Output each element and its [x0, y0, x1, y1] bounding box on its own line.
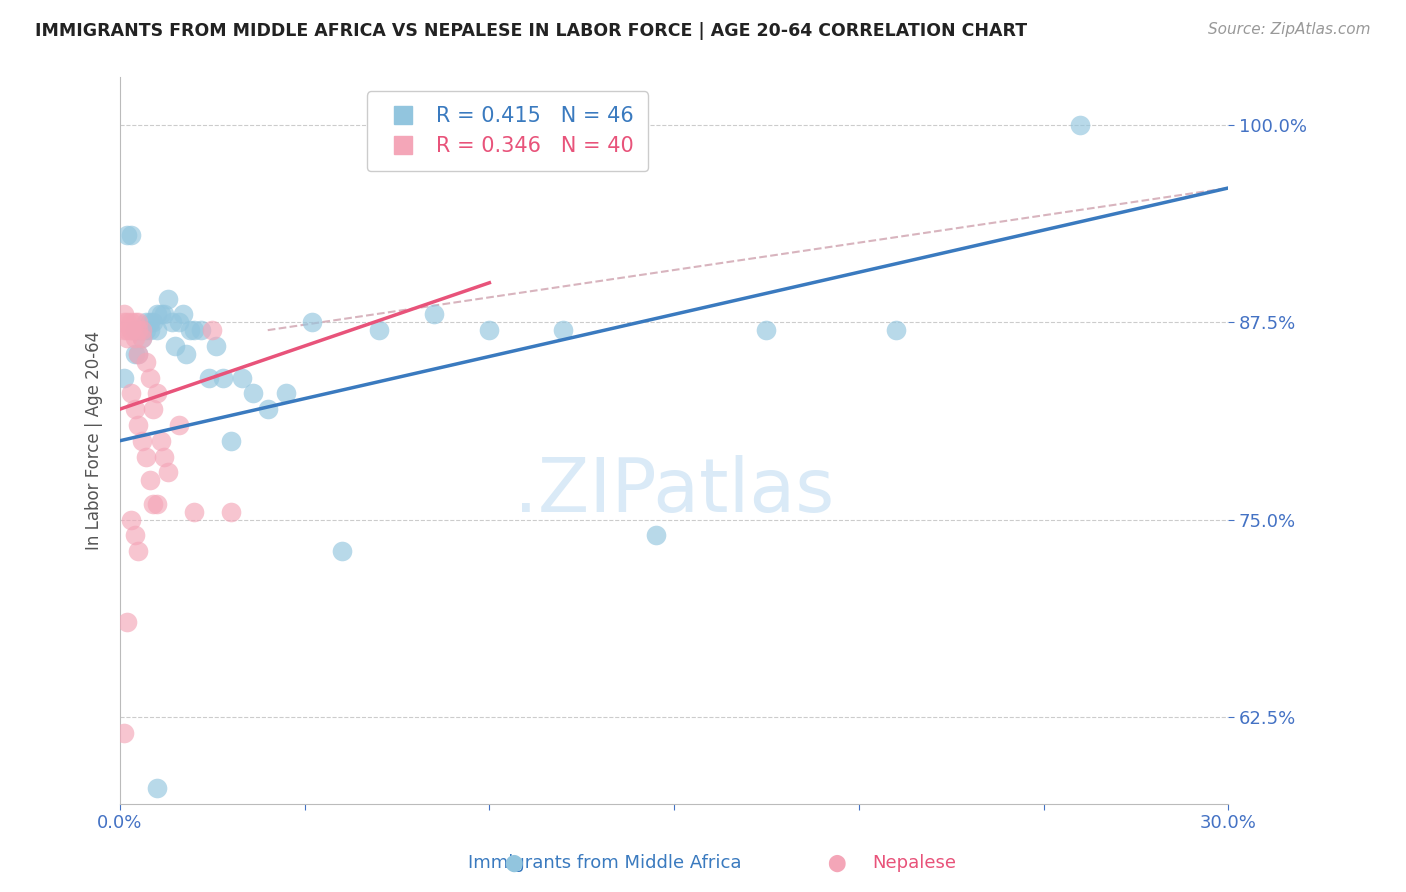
- Legend: R = 0.415   N = 46, R = 0.346   N = 40: R = 0.415 N = 46, R = 0.346 N = 40: [367, 92, 648, 171]
- Point: [478, 323, 501, 337]
- Point: [124, 323, 146, 337]
- Point: [112, 370, 135, 384]
- Point: [330, 544, 353, 558]
- Point: [127, 315, 149, 329]
- Text: Immigrants from Middle Africa: Immigrants from Middle Africa: [468, 855, 741, 872]
- Point: [127, 544, 149, 558]
- Point: [120, 386, 142, 401]
- Point: [131, 323, 153, 337]
- Point: [553, 323, 575, 337]
- Point: [127, 417, 149, 432]
- Point: [149, 307, 172, 321]
- Point: [156, 292, 179, 306]
- Point: [167, 417, 190, 432]
- Text: ⬤: ⬤: [503, 855, 523, 872]
- Point: [127, 347, 149, 361]
- Point: [117, 228, 139, 243]
- Point: [112, 307, 135, 321]
- Point: [219, 505, 242, 519]
- Point: [131, 331, 153, 345]
- Point: [146, 781, 169, 796]
- Text: IMMIGRANTS FROM MIDDLE AFRICA VS NEPALESE IN LABOR FORCE | AGE 20-64 CORRELATION: IMMIGRANTS FROM MIDDLE AFRICA VS NEPALES…: [35, 22, 1028, 40]
- Point: [242, 386, 264, 401]
- Point: [146, 497, 169, 511]
- Point: [256, 402, 278, 417]
- Point: [127, 347, 149, 361]
- Point: [120, 228, 142, 243]
- Point: [142, 497, 165, 511]
- Point: [301, 315, 323, 329]
- Point: [179, 323, 201, 337]
- Point: [884, 323, 907, 337]
- Point: [165, 339, 187, 353]
- Point: [176, 347, 198, 361]
- Point: [146, 307, 169, 321]
- Point: [153, 450, 176, 464]
- Point: [138, 473, 160, 487]
- Text: Nepalese: Nepalese: [872, 855, 956, 872]
- Point: [117, 315, 139, 329]
- Point: [120, 513, 142, 527]
- Point: [197, 370, 219, 384]
- Point: [160, 315, 183, 329]
- Point: [1069, 118, 1091, 132]
- Point: [124, 331, 146, 345]
- Point: [117, 323, 139, 337]
- Y-axis label: In Labor Force | Age 20-64: In Labor Force | Age 20-64: [86, 331, 103, 550]
- Point: [131, 323, 153, 337]
- Point: [131, 331, 153, 345]
- Point: [142, 402, 165, 417]
- Point: [212, 370, 235, 384]
- Point: [120, 323, 142, 337]
- Text: .ZIPatlas: .ZIPatlas: [515, 455, 834, 528]
- Point: [146, 386, 169, 401]
- Point: [124, 347, 146, 361]
- Point: [146, 323, 169, 337]
- Point: [423, 307, 446, 321]
- Point: [120, 315, 142, 329]
- Point: [120, 323, 142, 337]
- Point: [124, 528, 146, 542]
- Point: [135, 315, 157, 329]
- Point: [135, 355, 157, 369]
- Point: [127, 323, 149, 337]
- Point: [117, 615, 139, 630]
- Point: [127, 323, 149, 337]
- Point: [142, 315, 165, 329]
- Point: [153, 307, 176, 321]
- Point: [183, 323, 205, 337]
- Point: [219, 434, 242, 448]
- Point: [172, 307, 194, 321]
- Point: [149, 434, 172, 448]
- Point: [205, 339, 228, 353]
- Text: ⬤: ⬤: [827, 855, 846, 872]
- Point: [644, 528, 666, 542]
- Point: [183, 505, 205, 519]
- Point: [231, 370, 253, 384]
- Point: [124, 315, 146, 329]
- Point: [117, 331, 139, 345]
- Point: [276, 386, 298, 401]
- Point: [138, 323, 160, 337]
- Point: [201, 323, 224, 337]
- Point: [138, 315, 160, 329]
- Point: [367, 323, 389, 337]
- Point: [156, 465, 179, 479]
- Point: [112, 323, 135, 337]
- Point: [124, 402, 146, 417]
- Point: [135, 323, 157, 337]
- Point: [138, 370, 160, 384]
- Point: [167, 315, 190, 329]
- Point: [131, 434, 153, 448]
- Text: Source: ZipAtlas.com: Source: ZipAtlas.com: [1208, 22, 1371, 37]
- Point: [135, 450, 157, 464]
- Point: [755, 323, 778, 337]
- Point: [112, 315, 135, 329]
- Point: [112, 726, 135, 740]
- Point: [190, 323, 212, 337]
